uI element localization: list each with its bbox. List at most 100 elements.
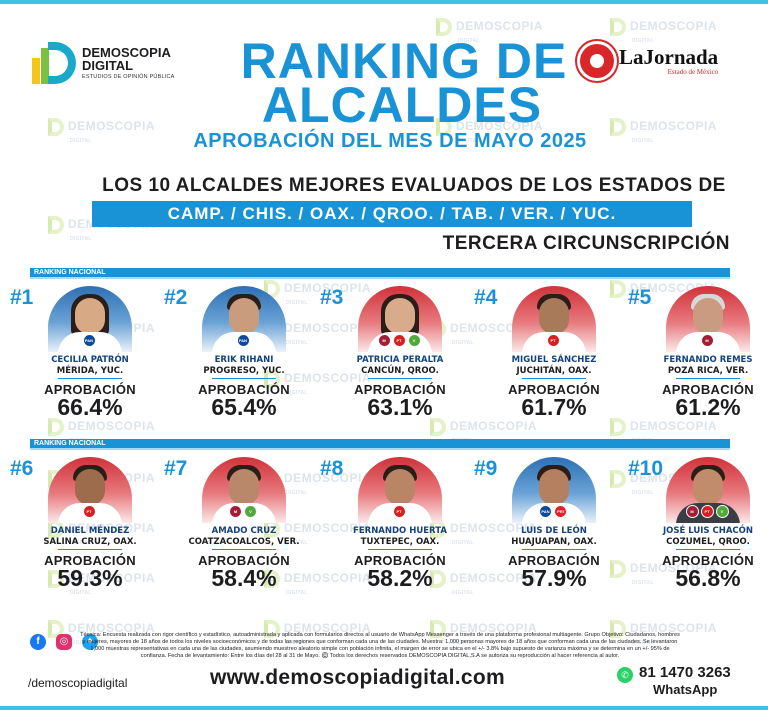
circumscription: TERCERA CIRCUNSCRIPCIÓN [442,233,730,254]
party-badge-verde: V [244,505,257,518]
whatsapp-phone[interactable]: 81 1470 3263 [639,664,731,681]
mayor-city: TUXTEPEC, OAX. [360,537,440,547]
rank-number: #1 [10,286,34,309]
approval-percent: 58.2% [367,565,433,591]
party-badge-pan: PAN [236,334,250,347]
approval-label: APROBACIÓN [44,382,136,397]
mayor-card: #5 M FERNANDO REMES POZA RICA, VER. APROBACI… [628,286,768,446]
rank-number: #7 [164,457,188,480]
approval-percent: 56.8% [675,565,741,591]
portrait-head [385,469,415,505]
mayor-city: POZA RICA, VER. [667,366,749,376]
section-bar-bottom [30,439,730,450]
approval-label: APROBACIÓN [198,553,290,568]
mayor-name: PATRICIA PERALTA [356,355,444,365]
rank-number: #8 [320,457,344,480]
rank-number: #6 [10,457,34,480]
divider [522,549,586,550]
portrait-head [539,298,569,334]
party-badge-pt: PT [392,505,406,518]
party-badge-pt: PT [546,334,560,347]
mayor-name: MIGUEL SÁNCHEZ [511,355,597,365]
party-badge-pt: PT [700,505,714,518]
party-badge-pt: PT [392,334,406,347]
rank-number: #10 [628,457,664,480]
partner-name: LaJornada [619,45,719,69]
approval-percent: 65.4% [211,394,277,420]
brand-name-line1: DEMOSCOPIA [82,45,171,60]
mayor-photo: PAN PRI [512,457,596,523]
whatsapp-label: WhatsApp [653,682,718,697]
watermark-text: DEMOSCOPIA [630,19,718,34]
mayor-photo: PT [512,286,596,352]
party-badge-pan: PAN [539,505,552,518]
portrait-head [693,469,723,505]
social-icons: f ◎ ✦ [30,634,98,650]
party-badge-morena: M [685,505,699,518]
divider [676,378,740,379]
social-handle[interactable]: /demoscopiadigital [28,676,128,690]
watermark-text: DEMOSCOPIA [456,19,544,34]
mayor-name: AMADO CRUZ [211,526,277,536]
top-border [0,0,768,4]
mayor-city: MÉRIDA, YUC. [56,366,124,376]
whatsapp-icon: ✆ [617,667,633,683]
mayor-card: #3 M PT V PATRICIA PERALTA CANCÚN, QROO. APROB… [320,286,482,446]
mayor-photo: M [666,286,750,352]
divider [368,549,432,550]
facebook-icon[interactable]: f [30,634,46,650]
page-title-line1: RANKING DE [240,33,568,89]
instagram-icon[interactable]: ◎ [56,634,72,650]
approval-label: APROBACIÓN [198,382,290,397]
party-badge-pt: PT [82,505,96,518]
party-badge-pri: PRI [554,505,567,518]
mayor-photo: PT [48,457,132,523]
portrait-head [539,469,569,505]
mayor-photo: PT [358,457,442,523]
approval-label: APROBACIÓN [354,553,446,568]
approval-percent: 61.2% [675,394,741,420]
mayor-city: COZUMEL, QROO. [666,537,750,547]
portrait-head [75,469,105,505]
mayor-card: #8 PT FERNANDO HUERTA TUXTEPEC, OAX. APROBAC… [320,457,482,617]
approval-label: APROBACIÓN [662,382,754,397]
approval-label: APROBACIÓN [662,553,754,568]
portrait-head [693,298,723,334]
mayor-city: CANCÚN, QROO. [361,366,439,376]
divider [58,549,122,550]
mayor-city: JUCHITÁN, OAX. [516,366,592,376]
approval-percent: 58.4% [211,565,277,591]
demoscopia-logo: DEMOSCOPIA DIGITAL ESTUDIOS DE OPINIÓN P… [32,40,175,86]
section-label-bottom: RANKING NACIONAL [34,440,106,447]
portrait-head [229,469,259,505]
mayor-name: ERIK RIHANI [214,355,274,365]
brand-tagline: ESTUDIOS DE OPINIÓN PÚBLICA [82,74,175,80]
mayor-card: #7 M V AMADO CRUZ COATZACOALCOS, VER. APROBAC… [164,457,326,617]
divider [522,378,586,379]
portrait-head [385,298,415,334]
brand-name-line2: DIGITAL [82,58,134,73]
mayor-name: FERNANDO HUERTA [353,526,447,536]
bottom-border [0,706,768,710]
states-banner: CAMP. / CHIS. / OAX. / QROO. / TAB. / VE… [92,201,692,227]
party-badge-verde: V [407,334,421,347]
mayor-city: COATZACOALCOS, VER. [188,537,300,547]
mayor-card: #2 PAN ERIK RIHANI PROGRESO, YUC. APROBACIÓN… [164,286,326,446]
la-jornada-logo: LaJornada Estado de México [580,44,718,78]
approval-percent: 57.9% [521,565,587,591]
party-badge-morena: M [700,334,714,347]
party-badge-morena: M [229,505,242,518]
mayor-card: #10 M PT V JOSÉ LUIS CHACÓN COZUMEL, QROO. APR… [628,457,768,617]
page-subtitle: APROBACIÓN DEL MES DE MAYO 2025 [193,130,587,152]
approval-label: APROBACIÓN [508,553,600,568]
rank-number: #2 [164,286,188,309]
mayor-name: FERNANDO REMES [663,355,753,365]
twitter-icon[interactable]: ✦ [82,634,98,650]
website-link[interactable]: www.demoscopiadigital.com [210,666,505,689]
section-bar-top [30,268,730,279]
approval-percent: 59.3% [57,565,123,591]
rank-number: #4 [474,286,498,309]
approval-percent: 63.1% [367,394,433,420]
la-jornada-sun-icon [580,44,614,78]
